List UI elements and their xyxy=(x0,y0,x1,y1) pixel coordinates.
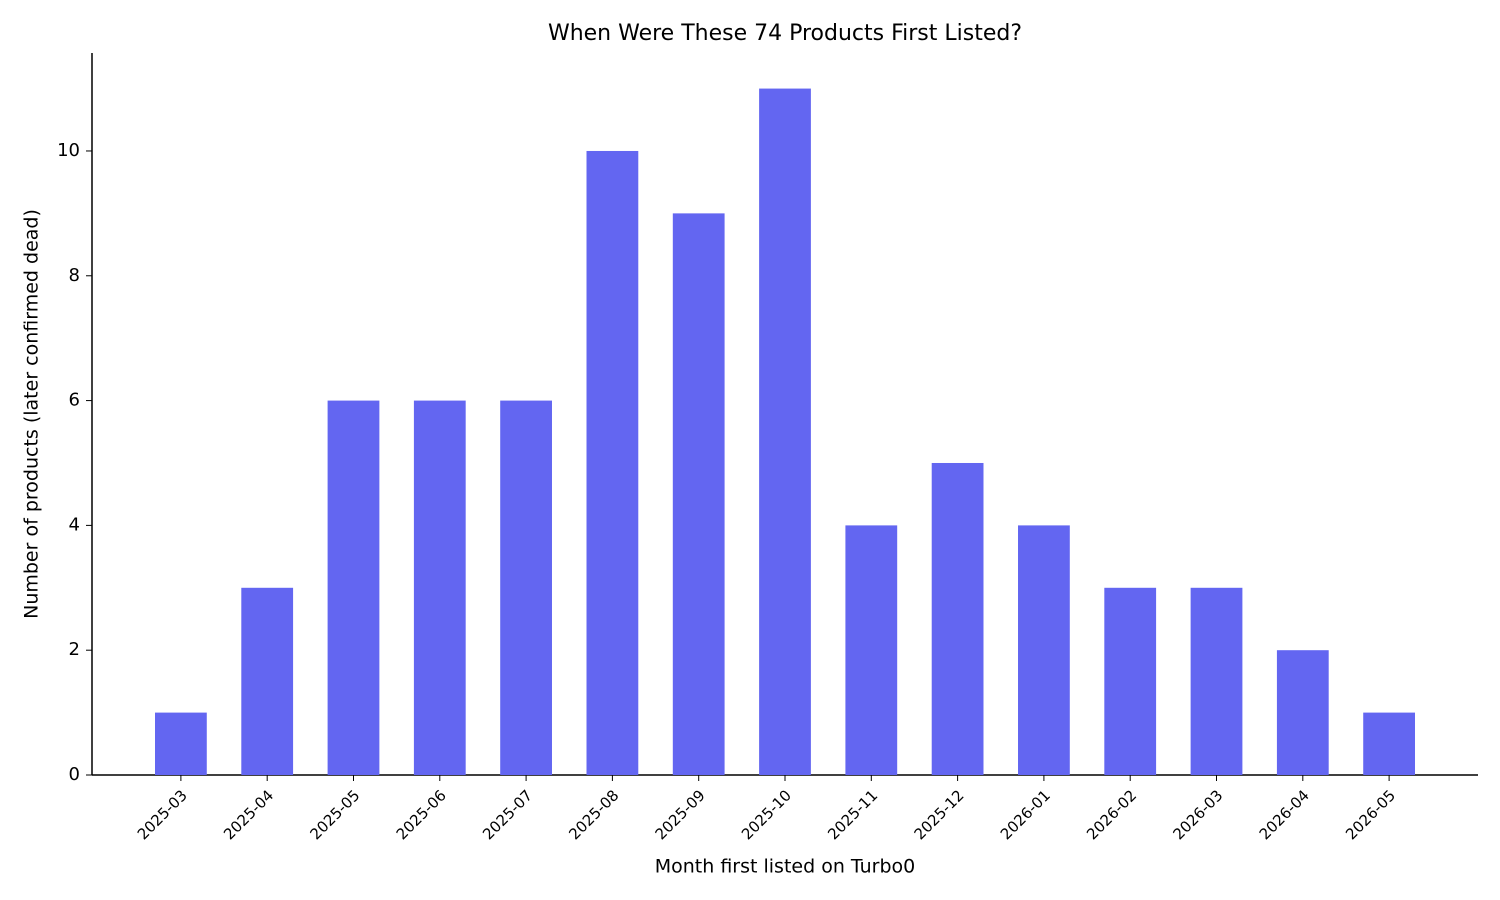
bar xyxy=(759,88,811,775)
bar xyxy=(845,525,898,775)
bar xyxy=(1018,525,1070,775)
y-tick-label: 2 xyxy=(69,639,80,660)
bar xyxy=(1276,650,1329,775)
bar xyxy=(586,150,639,775)
bar xyxy=(931,462,984,775)
bar xyxy=(241,587,294,775)
y-tick-label: 4 xyxy=(69,514,80,535)
x-tick-label: 2026-05 xyxy=(1342,786,1399,843)
bar xyxy=(500,400,552,775)
x-tick-label: 2025-11 xyxy=(824,786,881,843)
y-axis-label: Number of products (later confirmed dead… xyxy=(21,209,43,619)
x-tick-label: 2025-10 xyxy=(738,786,795,843)
x-tick-label: 2026-03 xyxy=(1169,786,1226,843)
bar xyxy=(1104,587,1157,775)
y-tick-label: 8 xyxy=(69,265,80,286)
y-tick-label: 6 xyxy=(69,390,80,411)
x-tick-label: 2025-07 xyxy=(479,786,536,843)
x-tick-label: 2026-01 xyxy=(997,786,1054,843)
bar xyxy=(155,712,207,775)
x-tick-label: 2025-12 xyxy=(911,786,968,843)
x-tick-label: 2025-04 xyxy=(220,786,277,843)
x-tick-label: 2026-02 xyxy=(1083,786,1140,843)
bar xyxy=(413,400,466,775)
chart-title: When Were These 74 Products First Listed… xyxy=(548,21,1022,46)
y-tick-label: 0 xyxy=(69,764,80,785)
x-tick-label: 2025-08 xyxy=(565,786,622,843)
y-tick-label: 10 xyxy=(57,140,80,161)
x-tick-label: 2025-05 xyxy=(306,786,363,843)
bar xyxy=(672,213,725,775)
x-tick-label: 2026-04 xyxy=(1256,786,1313,843)
x-tick-label: 2025-03 xyxy=(134,786,191,843)
bar xyxy=(1190,587,1243,775)
bar xyxy=(1363,712,1415,775)
x-tick-label: 2025-06 xyxy=(393,786,450,843)
x-axis-label: Month first listed on Turbo0 xyxy=(655,856,916,878)
x-tick-label: 2025-09 xyxy=(652,786,709,843)
bar xyxy=(327,400,380,775)
